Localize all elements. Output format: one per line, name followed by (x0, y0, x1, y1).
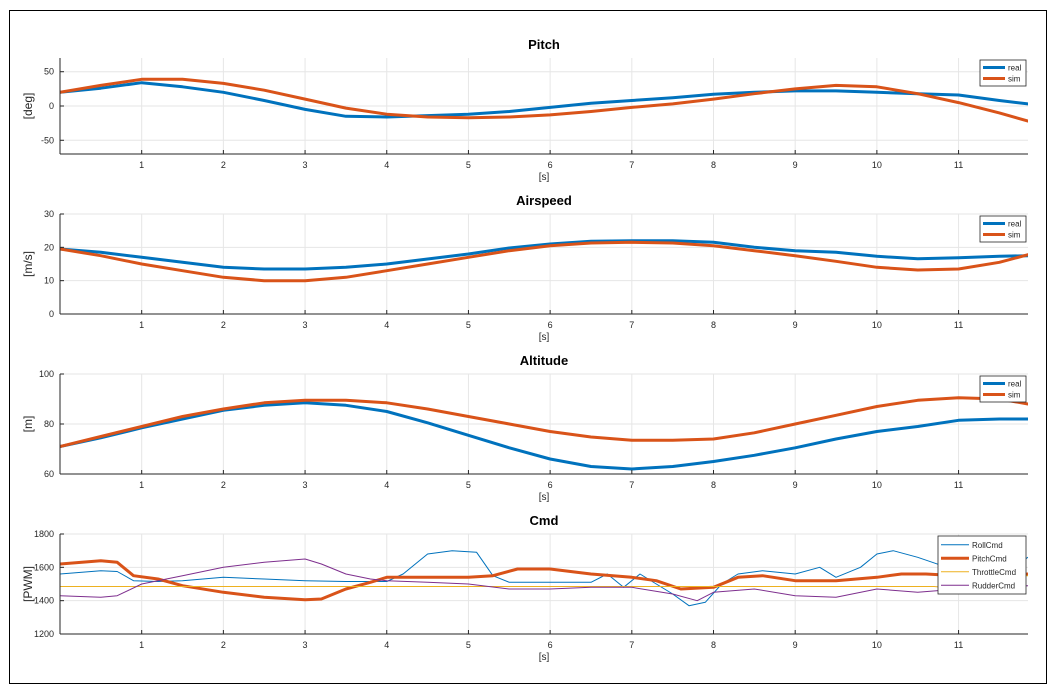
x-tick-label: 9 (793, 160, 798, 170)
chart-3: 1 2 3 4 5 6 7 8 9 10 11 1200 1400 1600 1800 Cmd [s] [PWM]… (21, 513, 1028, 663)
legend-label-sim: sim (1008, 391, 1021, 400)
series-line-PitchCmd (60, 559, 1028, 602)
y-tick-label: 0 (49, 101, 54, 111)
x-tick-label: 1 (139, 160, 144, 170)
x-tick-label: 11 (954, 320, 963, 330)
series-line-real (60, 239, 1028, 271)
legend-label-real: real (1008, 380, 1022, 389)
chart-title: Cmd (530, 513, 559, 528)
y-tick-label: 10 (44, 276, 54, 286)
chart-0: 1 2 3 4 5 6 7 8 9 10 11 -50 0 50 Pitch [s] [deg] real sim (21, 37, 1028, 183)
chart-title: Airspeed (516, 193, 572, 208)
legend-box (979, 375, 1027, 403)
x-tick-label: 6 (548, 480, 553, 490)
x-axis-label: [s] (539, 492, 550, 503)
x-tick-label: 1 (139, 640, 144, 650)
x-tick-label: 10 (872, 320, 882, 330)
figure-canvas: 1 2 3 4 5 6 7 8 9 10 11-50050Pitch[s][deg]realsim1… (21, 37, 1028, 663)
legend-label-RudderCmd: RudderCmd (972, 581, 1015, 590)
legend-box (937, 535, 1027, 595)
series-line-sim (60, 396, 1028, 448)
figure-frame: 1 2 3 4 5 6 7 8 9 10 11 -50 0 50 Pitch [s] [deg] real sim 1… (9, 10, 1047, 684)
series-line-RudderCmd (60, 558, 1028, 602)
y-tick-label: 100 (39, 369, 54, 379)
x-tick-label: 4 (384, 320, 389, 330)
x-tick-label: 5 (466, 640, 471, 650)
x-tick-label: 10 (872, 640, 882, 650)
x-tick-label: 8 (711, 640, 716, 650)
chart-1: 1 2 3 4 5 6 7 8 9 10 11 0 10 20 30 Airspeed [s] [m/s] real… (21, 193, 1028, 343)
legend-label-PitchCmd: PitchCmd (972, 554, 1007, 563)
legend-label-RollCmd: RollCmd (972, 541, 1003, 550)
legend-label-sim: sim (1008, 75, 1021, 84)
x-tick-label: 9 (793, 320, 798, 330)
x-axis-label: [s] (539, 652, 550, 663)
legend-label-real: real (1008, 220, 1022, 229)
x-tick-label: 3 (303, 640, 308, 650)
x-tick-label: 10 (872, 480, 882, 490)
x-tick-label: 3 (303, 160, 308, 170)
chart-title: Altitude (520, 353, 568, 368)
x-tick-label: 5 (466, 320, 471, 330)
x-tick-label: 6 (548, 160, 553, 170)
x-tick-label: 2 (221, 480, 226, 490)
x-tick-label: 5 (466, 480, 471, 490)
x-tick-label: 7 (629, 160, 634, 170)
x-axis-label: [s] (539, 172, 550, 183)
x-tick-label: 11 (954, 160, 963, 170)
chart-title: Pitch (528, 37, 560, 52)
x-tick-label: 1 (139, 480, 144, 490)
x-tick-label: 7 (629, 320, 634, 330)
y-tick-label: 1200 (34, 629, 54, 639)
x-tick-label: 10 (872, 160, 882, 170)
y-tick-label: 80 (44, 419, 54, 429)
x-tick-label: 2 (221, 320, 226, 330)
x-tick-label: 9 (793, 640, 798, 650)
series-line-sim (60, 240, 1028, 283)
plot-area (60, 534, 1028, 634)
legend-box (979, 59, 1027, 87)
x-tick-label: 7 (629, 640, 634, 650)
x-tick-label: 3 (303, 320, 308, 330)
x-tick-label: 11 (954, 480, 963, 490)
x-tick-label: 1 (139, 320, 144, 330)
x-tick-label: 8 (711, 480, 716, 490)
x-tick-label: 6 (548, 640, 553, 650)
x-tick-label: 8 (711, 320, 716, 330)
legend-label-real: real (1008, 64, 1022, 73)
x-tick-label: 4 (384, 160, 389, 170)
x-tick-label: 3 (303, 480, 308, 490)
x-tick-label: 2 (221, 160, 226, 170)
x-tick-label: 4 (384, 640, 389, 650)
y-tick-label: 60 (44, 469, 54, 479)
x-tick-label: 5 (466, 160, 471, 170)
y-axis-label: [m/s] (21, 251, 35, 277)
plot-area (60, 214, 1028, 314)
x-tick-label: 11 (954, 640, 963, 650)
y-axis-label: [deg] (21, 93, 35, 120)
x-tick-label: 8 (711, 160, 716, 170)
y-tick-label: 0 (49, 309, 54, 319)
y-tick-label: 1800 (34, 529, 54, 539)
y-tick-label: 1600 (34, 562, 54, 572)
legend-box (979, 215, 1027, 243)
x-tick-label: 9 (793, 480, 798, 490)
y-tick-label: 30 (44, 209, 54, 219)
x-tick-label: 2 (221, 640, 226, 650)
x-tick-label: 6 (548, 320, 553, 330)
legend-label-sim: sim (1008, 231, 1021, 240)
x-tick-label: 4 (384, 480, 389, 490)
x-axis-label: [s] (539, 332, 550, 343)
y-tick-label: -50 (41, 135, 54, 145)
y-axis-label: [PWM] (21, 566, 35, 602)
y-tick-label: 50 (44, 67, 54, 77)
x-tick-label: 7 (629, 480, 634, 490)
chart-2: 1 2 3 4 5 6 7 8 9 10 11 60 80 100 Altitude [s] [m] real si… (21, 353, 1028, 503)
legend-label-ThrottleCmd: ThrottleCmd (972, 568, 1016, 577)
series-line-real (60, 81, 1028, 119)
y-tick-label: 20 (44, 242, 54, 252)
y-tick-label: 1400 (34, 596, 54, 606)
series-line-sim (60, 77, 1028, 123)
y-axis-label: [m] (21, 416, 35, 433)
